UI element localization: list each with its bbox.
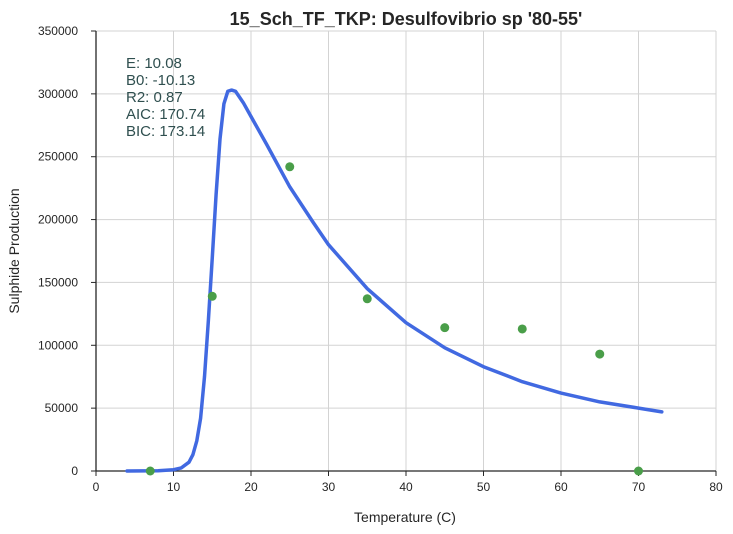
x-tick-label: 0 [93, 480, 100, 494]
fitted-curve-line [125, 88, 664, 473]
stat-b0: B0: -10.13 [126, 72, 195, 89]
y-tick-label: 250000 [38, 150, 78, 164]
data-point [285, 162, 295, 172]
tick-labels: 0 10 20 30 40 50 60 70 80 0 50000 100000 150000 20000… [38, 24, 723, 494]
x-tick-label: 20 [244, 480, 258, 494]
y-tick-label: 350000 [38, 24, 78, 38]
stat-r2: R2: 0.87 [126, 89, 183, 106]
data-point [634, 466, 643, 476]
fit-statistics: E: 10.08 B0: -10.13 R2: 0.87 AIC: 170.74… [126, 55, 205, 140]
y-tick-label: 150000 [38, 275, 78, 289]
data-point [145, 466, 155, 476]
data-point [362, 294, 372, 304]
x-tick-label: 80 [709, 480, 723, 494]
y-tick-label: 50000 [45, 401, 79, 415]
stat-e: E: 10.08 [126, 55, 182, 72]
fitted-curve-layer [125, 88, 664, 473]
y-tick-label: 100000 [38, 338, 78, 352]
stat-aic: AIC: 170.74 [126, 106, 205, 123]
data-point [595, 349, 605, 359]
data-point [517, 324, 527, 334]
x-tick-label: 10 [167, 480, 181, 494]
x-tick-label: 40 [399, 480, 413, 494]
x-tick-label: 70 [632, 480, 646, 494]
x-axis-label: Temperature (C) [354, 509, 456, 525]
data-point [440, 323, 450, 333]
data-points-layer [145, 162, 643, 476]
grid-lines [96, 30, 717, 471]
x-tick-label: 50 [477, 480, 491, 494]
x-tick-label: 30 [322, 480, 336, 494]
y-tick-label: 200000 [38, 213, 78, 227]
stat-bic: BIC: 173.14 [126, 123, 205, 140]
y-tick-label: 300000 [38, 87, 78, 101]
data-point [207, 291, 217, 301]
x-tick-label: 60 [554, 480, 568, 494]
y-tick-label: 0 [71, 464, 78, 478]
y-axis-label: Sulphide Production [6, 188, 22, 313]
chart-title: 15_Sch_TF_TKP: Desulfovibrio sp '80-55' [230, 9, 583, 29]
